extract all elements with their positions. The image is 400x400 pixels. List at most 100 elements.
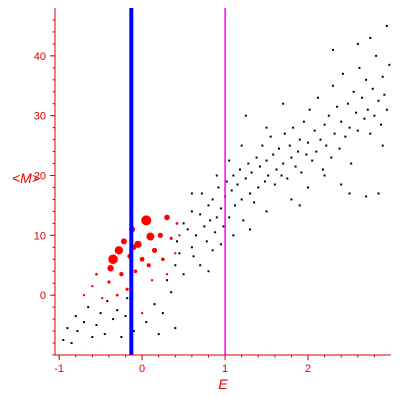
point-black-94 xyxy=(307,186,310,189)
point-black-65 xyxy=(253,201,256,204)
point-black-88 xyxy=(297,150,300,153)
point-black-100 xyxy=(319,138,322,141)
point-black-25 xyxy=(178,252,181,255)
x-tick-label-3: 2 xyxy=(305,363,311,375)
point-black-55 xyxy=(234,204,237,207)
point-red-1 xyxy=(114,246,124,255)
point-black-40 xyxy=(211,249,214,252)
point-black-122 xyxy=(365,78,368,81)
x-tick-label-0: -1 xyxy=(54,363,64,375)
plot-frame xyxy=(54,8,391,356)
point-red-19 xyxy=(82,293,86,297)
point-black-114 xyxy=(348,126,351,129)
point-black-33 xyxy=(199,213,202,216)
point-black-98 xyxy=(315,150,318,153)
point-black-148 xyxy=(157,333,160,336)
point-black-57 xyxy=(239,168,242,171)
point-black-11 xyxy=(106,300,109,303)
point-black-66 xyxy=(255,156,258,159)
point-black-99 xyxy=(316,96,319,99)
point-black-54 xyxy=(232,234,235,237)
y-tick-label-1: 10 xyxy=(34,230,46,242)
point-black-145 xyxy=(215,174,218,177)
point-black-138 xyxy=(356,42,359,45)
point-black-126 xyxy=(373,114,376,117)
point-black-28 xyxy=(186,228,189,231)
point-red-3 xyxy=(120,238,127,245)
point-black-140 xyxy=(331,48,334,51)
point-black-116 xyxy=(352,90,355,93)
point-black-125 xyxy=(371,87,374,90)
point-black-95 xyxy=(308,108,311,111)
point-black-130 xyxy=(381,75,384,78)
point-black-9 xyxy=(99,312,102,315)
point-red-7 xyxy=(134,240,142,248)
point-black-134 xyxy=(365,195,368,198)
point-black-18 xyxy=(145,321,148,324)
point-black-17 xyxy=(132,330,135,333)
point-red-15 xyxy=(164,214,170,221)
point-black-105 xyxy=(330,156,333,159)
point-black-31 xyxy=(192,255,195,258)
series-black-points xyxy=(62,24,391,345)
point-black-93 xyxy=(307,141,310,144)
point-black-153 xyxy=(381,144,384,147)
point-black-10 xyxy=(103,333,106,336)
point-black-124 xyxy=(369,132,372,135)
point-black-68 xyxy=(258,165,261,168)
point-black-136 xyxy=(323,174,326,177)
x-axis-ticks: -1 0 1 2 xyxy=(54,355,375,375)
point-black-61 xyxy=(244,114,247,117)
series-red-points xyxy=(82,214,181,315)
point-black-69 xyxy=(261,144,264,147)
point-red-18 xyxy=(101,296,104,300)
point-black-4 xyxy=(76,330,79,333)
point-red-22 xyxy=(169,236,173,240)
point-black-38 xyxy=(207,204,210,207)
point-black-143 xyxy=(265,126,268,129)
point-black-75 xyxy=(272,153,275,156)
point-black-22 xyxy=(170,291,173,294)
y-tick-label-0: 0 xyxy=(40,290,46,302)
point-black-5 xyxy=(83,321,86,324)
y-tick-label-2: 20 xyxy=(34,171,46,183)
point-black-107 xyxy=(333,132,336,135)
point-red-6 xyxy=(146,232,155,241)
point-black-82 xyxy=(286,177,289,180)
point-black-150 xyxy=(248,228,251,231)
point-red-13 xyxy=(151,247,158,253)
point-black-20 xyxy=(161,312,164,315)
point-red-16 xyxy=(107,280,111,284)
point-black-92 xyxy=(305,153,308,156)
point-black-131 xyxy=(383,93,386,96)
point-red-26 xyxy=(174,252,177,255)
point-black-58 xyxy=(240,198,243,201)
point-black-14 xyxy=(120,336,123,339)
point-black-128 xyxy=(377,99,380,102)
point-black-64 xyxy=(250,171,253,174)
point-red-14 xyxy=(133,269,138,274)
point-black-137 xyxy=(298,204,301,207)
point-black-52 xyxy=(230,189,233,192)
point-black-87 xyxy=(294,165,297,168)
point-black-117 xyxy=(355,111,358,114)
point-red-0 xyxy=(108,254,118,265)
point-black-108 xyxy=(336,105,339,108)
point-red-10 xyxy=(139,256,145,262)
point-black-111 xyxy=(341,72,344,75)
point-black-70 xyxy=(263,180,266,183)
point-red-23 xyxy=(175,221,179,225)
point-black-19 xyxy=(153,303,156,306)
point-black-80 xyxy=(282,162,285,165)
point-black-50 xyxy=(228,216,231,219)
point-black-112 xyxy=(344,135,347,138)
point-black-21 xyxy=(166,279,168,282)
point-black-56 xyxy=(236,183,239,186)
point-red-11 xyxy=(146,263,151,268)
point-black-76 xyxy=(273,183,276,186)
y-tick-label-4: 40 xyxy=(34,51,46,63)
point-black-3 xyxy=(74,315,77,318)
point-black-73 xyxy=(267,174,270,177)
point-black-84 xyxy=(290,156,293,159)
